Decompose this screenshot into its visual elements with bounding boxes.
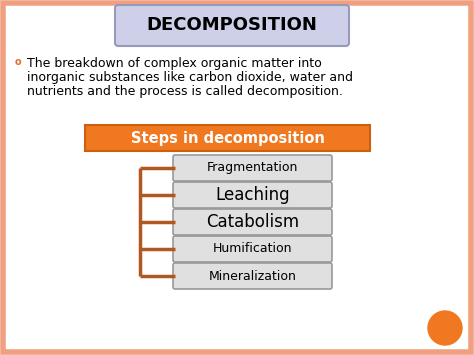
Text: Humification: Humification [213,242,292,256]
Text: Fragmentation: Fragmentation [207,162,298,175]
Text: inorganic substances like carbon dioxide, water and: inorganic substances like carbon dioxide… [27,71,353,84]
Text: Catabolism: Catabolism [206,213,299,231]
FancyBboxPatch shape [173,263,332,289]
FancyBboxPatch shape [173,182,332,208]
FancyBboxPatch shape [3,3,471,352]
Text: DECOMPOSITION: DECOMPOSITION [146,16,318,34]
FancyBboxPatch shape [85,125,370,151]
FancyBboxPatch shape [173,209,332,235]
Text: The breakdown of complex organic matter into: The breakdown of complex organic matter … [27,57,322,70]
FancyBboxPatch shape [173,155,332,181]
Text: Mineralization: Mineralization [209,269,296,283]
Text: o: o [15,57,22,67]
Text: nutrients and the process is called decomposition.: nutrients and the process is called deco… [27,85,343,98]
FancyBboxPatch shape [173,236,332,262]
FancyBboxPatch shape [115,5,349,46]
Circle shape [428,311,462,345]
Text: Steps in decomposition: Steps in decomposition [130,131,324,146]
Text: Leaching: Leaching [215,186,290,204]
